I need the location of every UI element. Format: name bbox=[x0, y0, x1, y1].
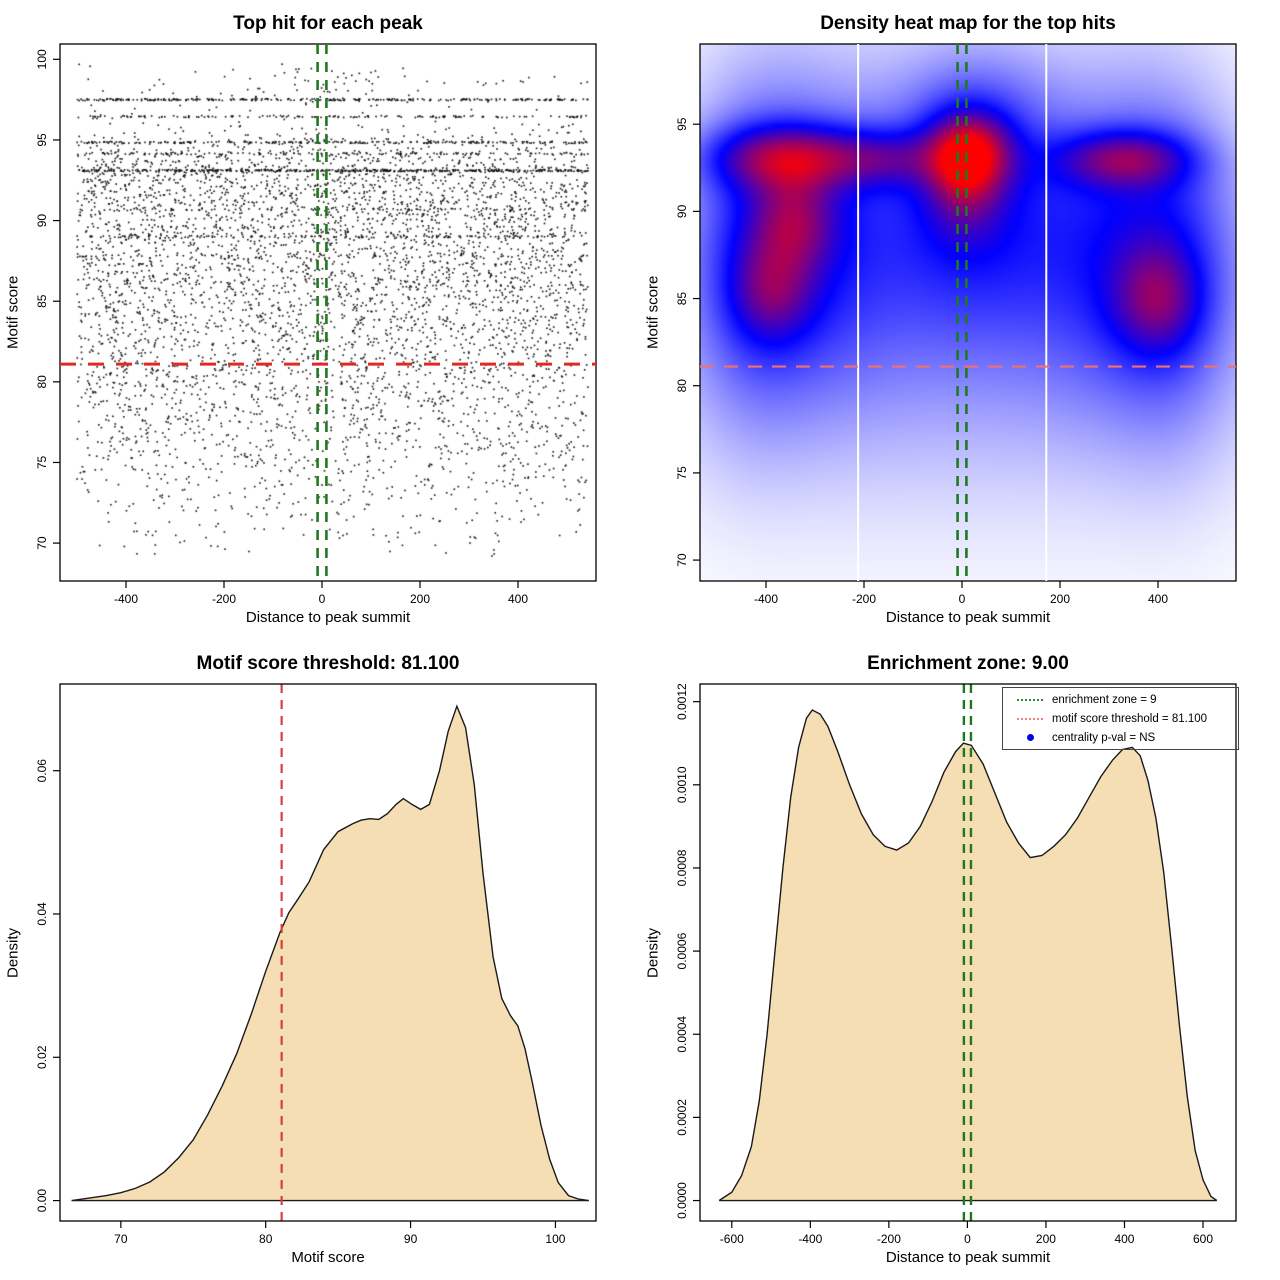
x-tick-label: 200 bbox=[1050, 592, 1070, 606]
y-tick-label: 85 bbox=[35, 294, 49, 308]
y-tick-label: 0.0008 bbox=[675, 849, 689, 886]
y-tick-label: 0.0000 bbox=[675, 1182, 689, 1219]
scatter-points-canvas bbox=[60, 44, 596, 581]
y-tick-label: 70 bbox=[675, 553, 689, 567]
score-density-xlabel: Motif score bbox=[291, 1249, 365, 1266]
heatmap-title: Density heat map for the top hits bbox=[820, 13, 1116, 34]
legend-item-centrality-pval: centrality p-val = NS bbox=[1003, 730, 1238, 746]
panel-score-density: Motif score threshold: 81.100 70 80 90 100 0… bbox=[0, 640, 640, 1280]
y-tick-label: 75 bbox=[675, 466, 689, 480]
score-density-ylabel: Density bbox=[4, 927, 22, 978]
score-density-title: Motif score threshold: 81.100 bbox=[196, 653, 460, 674]
x-tick-label: 80 bbox=[259, 1232, 273, 1246]
scatter-plot-area: -400 -200 0 200 400 70 75 80 85 90 95 100 bbox=[35, 43, 597, 606]
score-density-plot-area: 70 80 90 100 0.00 0.02 0.04 0.06 bbox=[35, 683, 597, 1246]
heatmap-canvas bbox=[700, 44, 1236, 581]
plot-box bbox=[699, 43, 1237, 582]
plot-box bbox=[59, 683, 597, 1222]
y-tick-label: 75 bbox=[35, 455, 49, 469]
x-tick-label: -400 bbox=[798, 1232, 822, 1246]
legend-label: enrichment zone = 9 bbox=[1052, 693, 1157, 706]
x-tick-label: 400 bbox=[1148, 592, 1168, 606]
x-tick-label: -200 bbox=[212, 592, 236, 606]
y-tick-label: 90 bbox=[35, 214, 49, 228]
panel-distance-density: Enrichment zone: 9.00 -600 -400 -200 0 200 40… bbox=[640, 640, 1280, 1280]
y-tick-label: 70 bbox=[35, 536, 49, 550]
x-tick-label: 400 bbox=[1114, 1232, 1134, 1246]
heatmap-xlabel: Distance to peak summit bbox=[885, 609, 1051, 626]
density-curve bbox=[71, 704, 589, 1202]
blue-dot-icon bbox=[1017, 734, 1043, 741]
x-tick-label: 600 bbox=[1193, 1232, 1213, 1246]
y-tick-label: 85 bbox=[675, 292, 689, 306]
y-tick-label: 0.06 bbox=[35, 759, 49, 783]
plot-box bbox=[59, 43, 597, 582]
density-area bbox=[719, 710, 1217, 1201]
y-tick-label: 0.0004 bbox=[675, 1016, 689, 1053]
scatter-xlabel: Distance to peak summit bbox=[245, 609, 411, 626]
x-tick-label: -400 bbox=[754, 592, 778, 606]
x-tick-label: -400 bbox=[114, 592, 138, 606]
y-tick-label: 80 bbox=[35, 375, 49, 389]
scatter-ylabel: Motif score bbox=[4, 275, 22, 350]
panel-scatter: Top hit for each peak -400 -200 0 200 400 70 7… bbox=[0, 0, 640, 640]
x-tick-label: 0 bbox=[964, 1232, 971, 1246]
legend-item-enrichment-zone: enrichment zone = 9 bbox=[1003, 692, 1238, 708]
legend-item-score-threshold: motif score threshold = 81.100 bbox=[1003, 711, 1238, 727]
x-tick-label: 70 bbox=[114, 1232, 128, 1246]
y-tick-label: 0.04 bbox=[35, 902, 49, 926]
density-curve bbox=[718, 709, 1218, 1202]
x-tick-label: 90 bbox=[404, 1232, 418, 1246]
y-tick-label: 0.0006 bbox=[675, 932, 689, 969]
y-tick-label: 95 bbox=[35, 133, 49, 147]
distance-density-title: Enrichment zone: 9.00 bbox=[867, 653, 1069, 674]
x-tick-label: -600 bbox=[720, 1232, 744, 1246]
x-tick-label: 200 bbox=[1036, 1232, 1056, 1246]
dotted-green-line-icon bbox=[1017, 698, 1043, 701]
y-tick-label: 100 bbox=[35, 49, 49, 69]
distance-density-xlabel: Distance to peak summit bbox=[885, 1249, 1051, 1266]
x-tick-label: 200 bbox=[410, 592, 430, 606]
y-tick-label: 0.0002 bbox=[675, 1099, 689, 1136]
y-tick-label: 0.00 bbox=[35, 1189, 49, 1213]
density-area bbox=[71, 706, 589, 1201]
heatmap-plot-area: -400 -200 0 200 400 70 75 80 85 90 95 bbox=[675, 43, 1237, 606]
x-tick-label: 400 bbox=[508, 592, 528, 606]
legend-label: centrality p-val = NS bbox=[1052, 731, 1156, 744]
dotted-red-line-icon bbox=[1017, 717, 1043, 720]
heatmap-ylabel: Motif score bbox=[644, 275, 662, 350]
x-tick-label: -200 bbox=[852, 592, 876, 606]
y-tick-label: 90 bbox=[675, 204, 689, 218]
y-tick-label: 0.0010 bbox=[675, 766, 689, 803]
y-tick-label: 0.02 bbox=[35, 1045, 49, 1069]
y-tick-label: 0.0012 bbox=[675, 683, 689, 720]
legend: enrichment zone = 9 motif score threshol… bbox=[1002, 687, 1239, 750]
panel-heatmap: Density heat map for the top hits -400 -2… bbox=[640, 0, 1280, 640]
distance-density-plot-area: -600 -400 -200 0 200 400 600 0.0000 0.0002 0.0004… bbox=[675, 683, 1237, 1246]
scatter-title: Top hit for each peak bbox=[233, 13, 423, 34]
legend-label: motif score threshold = 81.100 bbox=[1052, 712, 1208, 725]
x-tick-label: 0 bbox=[959, 592, 966, 606]
x-tick-label: 0 bbox=[319, 592, 326, 606]
x-tick-label: -200 bbox=[877, 1232, 901, 1246]
distance-density-ylabel: Density bbox=[644, 927, 662, 978]
y-tick-label: 95 bbox=[675, 117, 689, 131]
y-tick-label: 80 bbox=[675, 379, 689, 393]
x-tick-label: 100 bbox=[545, 1232, 565, 1246]
